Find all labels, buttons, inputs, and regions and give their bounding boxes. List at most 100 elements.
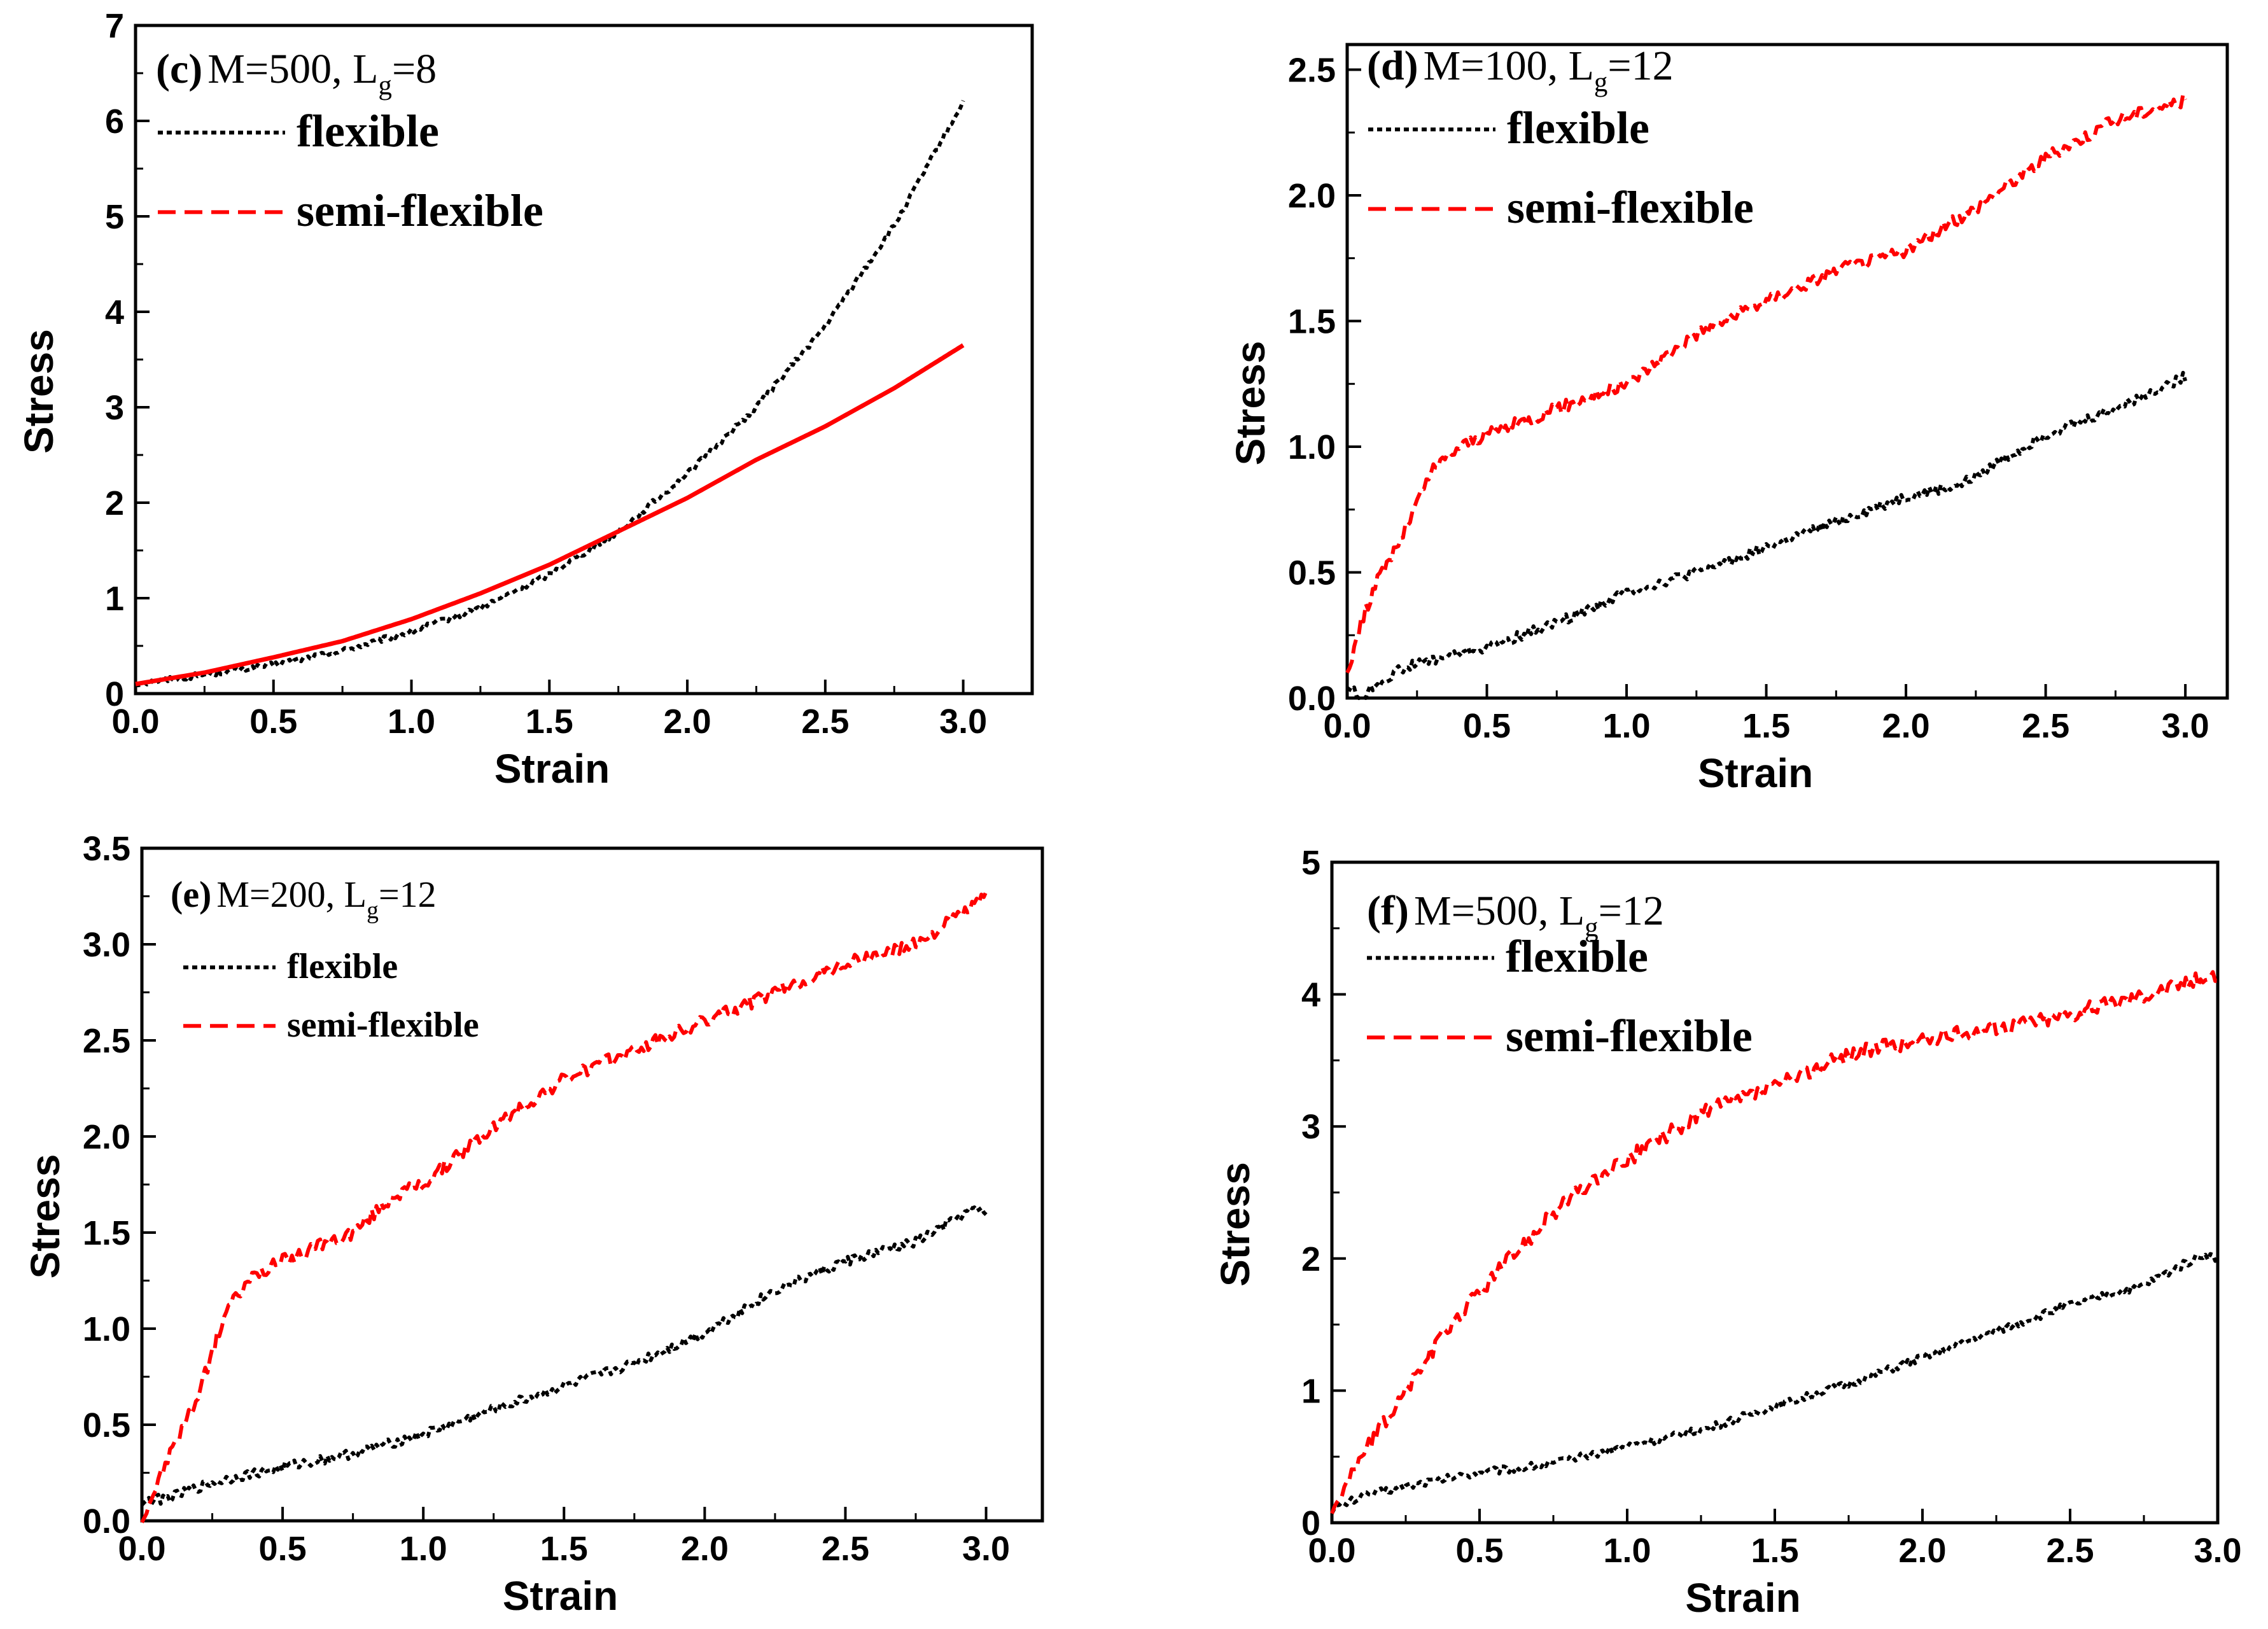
legend-label: flexible [297,106,439,157]
panel-title: (f) M=500, Lg=12 [1367,888,1664,942]
x-tick-label: 1.5 [540,1530,588,1568]
panel-label: (e) [171,874,211,915]
chart-panel-d: 0.0 0.5 1.0 1.5 2.0 2.5 3.0 0.0 0.5 1.0 1.5 2.0 2.5 S… [1228,43,2229,796]
x-tick-label: 3.0 [2162,707,2209,745]
x-tick-label: 0.0 [1308,1532,1355,1570]
y-tick-label: 1.5 [1288,303,1336,341]
y-tick-label: 0.0 [83,1502,130,1541]
series-line-semi-flexible [135,343,965,687]
chart-panel-e: 0.0 0.5 1.0 1.5 2.0 2.5 3.0 0.0 0.5 1.0 1.5 2.0 2.5 3… [22,830,1044,1619]
y-tick-label: 0.0 [1288,680,1336,718]
x-tick-label: 0.0 [1323,707,1371,745]
x-tick-label: 1.5 [1742,707,1790,745]
y-axis-label: Stress [1228,341,1273,466]
panel-title-main: M=500, L [1414,888,1585,934]
series-line-flexible [1346,370,2187,701]
series-line-flexible [135,100,965,688]
panel-label: (f) [1367,888,1409,934]
x-tick-label: 0.5 [1455,1532,1503,1570]
legend-label: flexible [1506,931,1648,982]
x-tick-label: 3.0 [939,703,987,741]
x-tick-label: 0.5 [249,703,297,741]
plot-frame [1330,860,2220,1525]
x-tick-label: 2.5 [801,703,849,741]
x-tick-label: 3.0 [962,1530,1010,1568]
y-tick-label: 0 [105,675,124,713]
panel-title-subscript: g [1594,67,1607,97]
series-line-semi-flexible [140,891,988,1523]
y-tick-label: 2.0 [1288,177,1336,215]
x-tick-label: 2.5 [2046,1532,2094,1570]
panel-label: (c) [156,46,202,92]
series-line-semi-flexible [1330,970,2219,1514]
y-tick-label: 0.5 [83,1406,130,1444]
panel-title-tail: =12 [379,874,437,915]
y-tick-label: 4 [1301,976,1320,1014]
legend-label: semi-flexible [1507,182,1754,233]
x-tick-label: 1.0 [1603,707,1651,745]
y-axis-label: Stress [22,1154,68,1279]
chart-panel-c: 0.0 0.5 1.0 1.5 2.0 2.5 3.0 0 1 2 3 4 5 6 7 Strain Stres… [16,7,1034,792]
y-tick-label: 2.5 [83,1022,130,1060]
x-tick-label: 1.0 [388,703,435,741]
chart-panel-f: 0.0 0.5 1.0 1.5 2.0 2.5 3.0 0 1 2 3 4 5 Strain Stress (… [1212,844,2242,1621]
x-tick-label: 2.5 [822,1530,869,1568]
x-tick-label: 0.0 [118,1530,165,1568]
legend-label: semi-flexible [297,185,543,236]
series-line-semi-flexible [1345,92,2187,674]
y-tick-label: 4 [105,293,124,332]
panel-title-main: M=100, L [1424,43,1594,89]
x-tick-label: 2.0 [664,703,711,741]
series-line-flexible [140,1205,988,1507]
x-axis-label: Strain [494,746,610,792]
x-axis-label: Strain [1685,1575,1800,1621]
panel-label: (d) [1367,43,1418,89]
legend-label: flexible [1507,102,1649,153]
y-tick-label: 1.0 [83,1310,130,1348]
y-tick-label: 1 [1301,1372,1320,1410]
legend-label: semi-flexible [1506,1010,1753,1061]
legend-label: flexible [287,947,398,986]
panel-title: (e) M=200, Lg=12 [171,874,437,924]
y-tick-label: 5 [1301,844,1320,882]
x-tick-label: 3.0 [2194,1532,2241,1570]
x-tick-label: 2.0 [1898,1532,1946,1570]
y-tick-label: 1 [105,580,124,618]
x-tick-label: 1.0 [400,1530,447,1568]
x-tick-label: 2.0 [681,1530,729,1568]
panel-title-tail: =12 [1599,888,1664,934]
panel-title-subscript: g [367,897,379,924]
panel-title: (d) M=100, Lg=12 [1367,43,1674,97]
y-tick-label: 2 [1301,1240,1320,1278]
panel-title-tail: =8 [392,46,437,92]
y-tick-label: 6 [105,102,124,141]
y-tick-label: 1.0 [1288,428,1336,466]
y-tick-label: 3.0 [83,926,130,964]
plot-frame [1345,43,2229,700]
y-tick-label: 1.5 [83,1214,130,1252]
y-tick-label: 2.5 [1288,52,1336,90]
y-tick-label: 3 [105,389,124,427]
x-axis-label: Strain [503,1573,618,1619]
y-tick-label: 2.0 [83,1118,130,1156]
y-tick-label: 5 [105,198,124,236]
y-tick-label: 0 [1301,1504,1320,1542]
panel-title-main: M=500, L [207,46,378,92]
x-tick-label: 2.5 [2022,707,2069,745]
y-tick-label: 3.5 [83,830,130,868]
panel-title-tail: =12 [1607,43,1673,89]
x-tick-label: 0.5 [259,1530,307,1568]
x-tick-label: 2.0 [1882,707,1930,745]
x-axis-label: Strain [1698,750,1813,796]
panel-title: (c) M=500, Lg=8 [156,46,437,101]
y-tick-label: 7 [105,7,124,45]
panel-title-subscript: g [1585,912,1598,942]
plot-frame [134,24,1034,696]
x-tick-label: 0.5 [1463,707,1511,745]
x-tick-label: 0.0 [111,703,159,741]
x-tick-label: 1.5 [526,703,573,741]
legend-label: semi-flexible [287,1005,479,1045]
y-tick-label: 0.5 [1288,554,1336,592]
y-axis-label: Stress [16,329,62,454]
